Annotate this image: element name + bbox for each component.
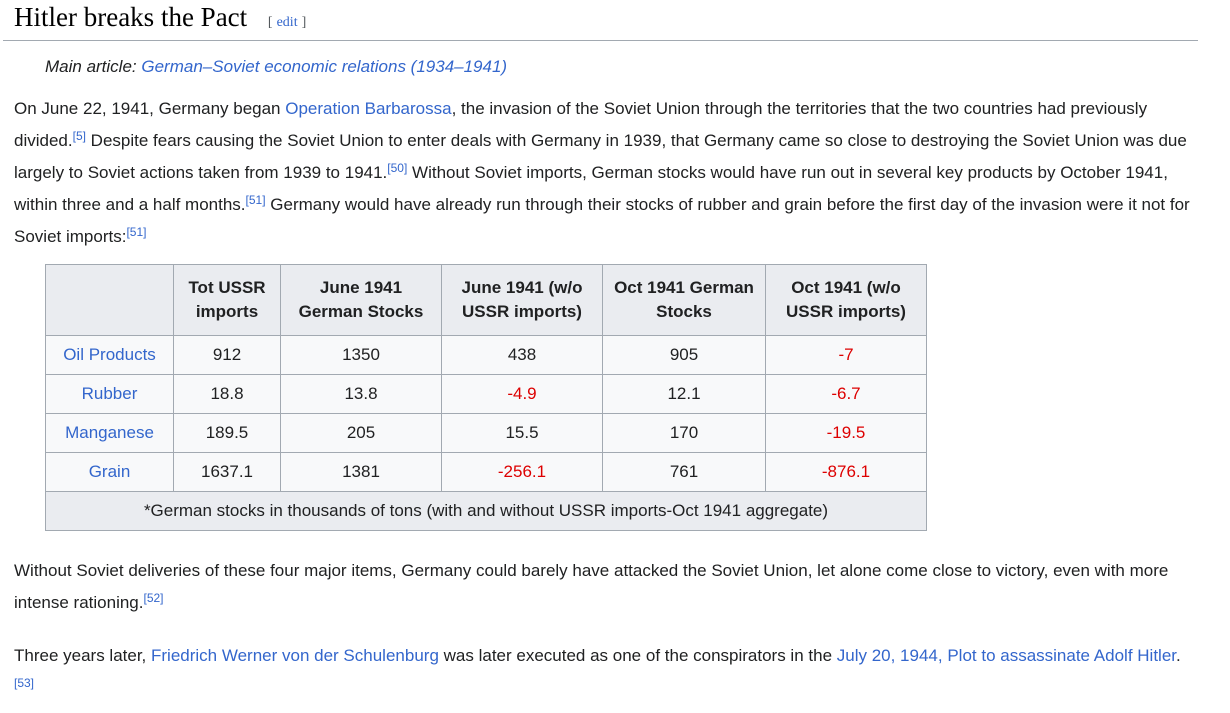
edit-bracket-open: [	[267, 15, 273, 30]
table-cell-value: -7	[765, 335, 927, 375]
table-cell-value: -19.5	[765, 413, 927, 453]
german-stocks-table: Tot USSR imports June 1941 German Stocks J…	[45, 264, 927, 531]
table-column-header: Oct 1941 German Stocks	[602, 264, 766, 336]
table-cell-value: -6.7	[765, 374, 927, 414]
table-cell-value: 205	[280, 413, 442, 453]
table-row: Grain 1637.1 1381 -256.1 761 -876.1	[45, 452, 927, 492]
table-column-header: Tot USSR imports	[173, 264, 281, 336]
paragraph-text: Without Soviet deliveries of these four …	[14, 561, 1169, 612]
table-header-row: Tot USSR imports June 1941 German Stocks J…	[45, 264, 927, 336]
citation-ref-link[interactable]: [50]	[387, 161, 408, 175]
citation-ref-link[interactable]: [51]	[245, 193, 266, 207]
citation-ref: [51]	[126, 225, 146, 239]
table-row-label-cell: Rubber	[45, 374, 174, 414]
table-cell-value: 18.8	[173, 374, 281, 414]
table-cell-value: 12.1	[602, 374, 766, 414]
paragraph-text: Three years later,	[14, 646, 152, 665]
table-row-link[interactable]: Oil Products	[63, 345, 156, 364]
table-cell-value: 189.5	[173, 413, 281, 453]
citation-ref: [52]	[143, 591, 163, 605]
section-title: Hitler breaks the Pact	[14, 2, 248, 32]
article-content: Hitler breaks the Pact [edit] Main artic…	[3, 2, 1198, 704]
table-cell-value: -256.1	[441, 452, 603, 492]
paragraph-text: Germany would have already run through t…	[14, 195, 1190, 246]
table-cell-value: 438	[441, 335, 603, 375]
table-cell-value: -4.9	[441, 374, 603, 414]
table-cell-value: 912	[173, 335, 281, 375]
paragraph-text: , the invasion of the Soviet Union throu…	[14, 99, 1148, 150]
table-row-link[interactable]: Manganese	[65, 423, 154, 442]
paragraph-text: was later executed as one of the conspir…	[438, 646, 837, 665]
table-column-header: June 1941 German Stocks	[280, 264, 442, 336]
table-cell-value: 905	[602, 335, 766, 375]
citation-ref-link[interactable]: [51]	[126, 225, 147, 239]
table-cell-value: 1350	[280, 335, 442, 375]
paragraph-1: On June 22, 1941, Germany began Operatio…	[14, 93, 1198, 253]
hatnote: Main article: German–Soviet economic rel…	[45, 55, 1198, 79]
edit-section: [edit]	[268, 15, 306, 30]
table-row-label-cell: Manganese	[45, 413, 174, 453]
article-link[interactable]: Operation Barbarossa	[285, 99, 452, 118]
paragraph-3: Three years later, Friedrich Werner von …	[14, 640, 1198, 704]
table-footnote-row: *German stocks in thousands of tons (wit…	[45, 491, 927, 531]
paragraph-2: Without Soviet deliveries of these four …	[14, 555, 1198, 619]
table-footnote: *German stocks in thousands of tons (wit…	[45, 491, 927, 531]
table-row: Manganese 189.5 205 15.5 170 -19.5	[45, 413, 927, 453]
table-row: Rubber 18.8 13.8 -4.9 12.1 -6.7	[45, 374, 927, 414]
table-row-link[interactable]: Grain	[88, 462, 131, 481]
table-cell-value: 13.8	[280, 374, 442, 414]
edit-bracket-close: ]	[301, 15, 307, 30]
paragraph-text: Without Soviet imports, German stocks wo…	[14, 163, 1168, 214]
table-row-label-cell: Grain	[45, 452, 174, 492]
paragraph-text: Despite fears causing the Soviet Union t…	[14, 131, 1187, 182]
hatnote-link[interactable]: German–Soviet economic relations (1934–1…	[141, 57, 508, 76]
table-cell-value: 15.5	[441, 413, 603, 453]
table-column-header	[45, 264, 174, 336]
table-column-header: June 1941 (w/o USSR imports)	[441, 264, 603, 336]
table-cell-value: 170	[602, 413, 766, 453]
table-cell-value: -876.1	[765, 452, 927, 492]
article-link[interactable]: July 20, 1944, Plot to assassinate Adolf…	[836, 646, 1177, 665]
table-row: Oil Products 912 1350 438 905 -7	[45, 335, 927, 375]
citation-ref: [51]	[246, 193, 266, 207]
table-header: Tot USSR imports June 1941 German Stocks J…	[45, 264, 927, 336]
table-column-header: Oct 1941 (w/o USSR imports)	[765, 264, 927, 336]
article-link[interactable]: Friedrich Werner von der Schulenburg	[151, 646, 439, 665]
table-cell-value: 761	[602, 452, 766, 492]
hatnote-prefix: Main article:	[45, 57, 142, 76]
paragraph-text: .	[1176, 646, 1181, 665]
citation-ref: [53]	[14, 676, 34, 690]
citation-ref-link[interactable]: [5]	[72, 129, 86, 143]
citation-ref-link[interactable]: [52]	[143, 591, 164, 605]
citation-ref: [5]	[73, 129, 86, 143]
citation-ref: [50]	[387, 161, 407, 175]
citation-ref-link[interactable]: [53]	[14, 676, 35, 690]
edit-link[interactable]: edit	[276, 15, 298, 30]
section-heading: Hitler breaks the Pact [edit]	[3, 2, 1198, 41]
table-cell-value: 1381	[280, 452, 442, 492]
table-cell-value: 1637.1	[173, 452, 281, 492]
paragraph-text: On June 22, 1941, Germany began	[14, 99, 286, 118]
table-row-label-cell: Oil Products	[45, 335, 174, 375]
table-row-link[interactable]: Rubber	[81, 384, 138, 403]
